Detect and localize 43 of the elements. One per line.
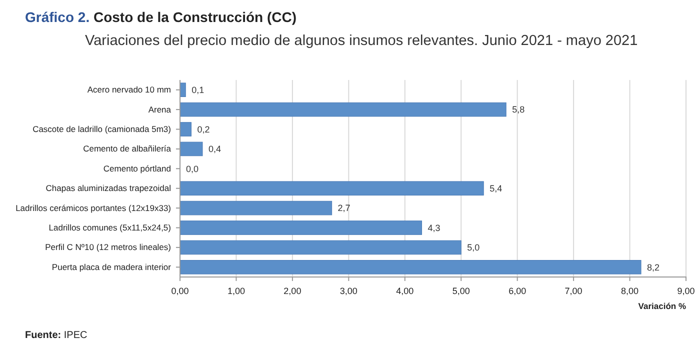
data-label: 8,2	[647, 262, 660, 272]
data-label: 5,0	[467, 242, 480, 253]
data-label: 0,4	[208, 144, 222, 154]
data-label: 5,8	[512, 104, 525, 115]
bar	[180, 181, 484, 196]
bar	[180, 82, 186, 97]
y-tick-label: Cascote de ladrillo (camionada 5m3)	[32, 124, 172, 134]
chart-subtitle: Variaciones del precio medio de algunos insumos relevantes. Junio 2021 - mayo 2021	[85, 33, 638, 49]
data-label: 5,4	[490, 184, 502, 194]
y-tick-label: Chapas aluminizadas trapezoidal	[46, 183, 172, 194]
x-tick-label: 7,00	[564, 286, 582, 296]
y-tick-label: Arena	[148, 104, 172, 114]
x-tick-label: 3,00	[340, 286, 358, 296]
y-tick-label: Ladrillos comunes (5x11,5x24,5)	[48, 222, 172, 232]
chart-title: Gráfico 2. Costo de la Construcción (CC)	[25, 9, 296, 25]
x-tick-label: 4,00	[396, 286, 414, 296]
x-tick-label: 0,00	[171, 286, 189, 296]
x-tick-label: 8,00	[621, 286, 639, 296]
data-label: 0,2	[197, 124, 210, 134]
x-axis-title: Variación %	[638, 301, 686, 311]
bar	[180, 200, 332, 216]
x-tick-label: 1,00	[227, 286, 245, 296]
bar	[180, 102, 506, 117]
data-label: 4,3	[428, 222, 440, 233]
bar	[180, 122, 192, 136]
y-tick-label: Ladrillos cerámicos portantes (12x19x33)	[16, 202, 172, 213]
bar	[180, 240, 462, 255]
y-tick-label: Perfil C Nº10 (12 metros lineales)	[45, 242, 172, 252]
data-label: 2,7	[338, 203, 350, 214]
y-tick-label: Cemento pórtland	[103, 163, 172, 174]
source-note: Fuente: IPEC	[25, 330, 88, 341]
y-tick-label: Puerta placa de madera interior	[52, 262, 172, 272]
data-label: 0,0	[186, 164, 199, 174]
x-tick-label: 6,00	[508, 286, 526, 296]
x-tick-label: 9,00	[677, 286, 695, 296]
bar	[180, 220, 422, 235]
bar	[180, 260, 642, 274]
y-tick-label: Acero nervado 10 mm	[87, 84, 171, 95]
bar	[180, 142, 203, 156]
y-tick-label: Cemento de albañilería	[83, 144, 172, 154]
data-label: 0,1	[192, 85, 204, 95]
x-tick-label: 2,00	[284, 286, 302, 296]
x-tick-label: 5,00	[452, 286, 470, 296]
